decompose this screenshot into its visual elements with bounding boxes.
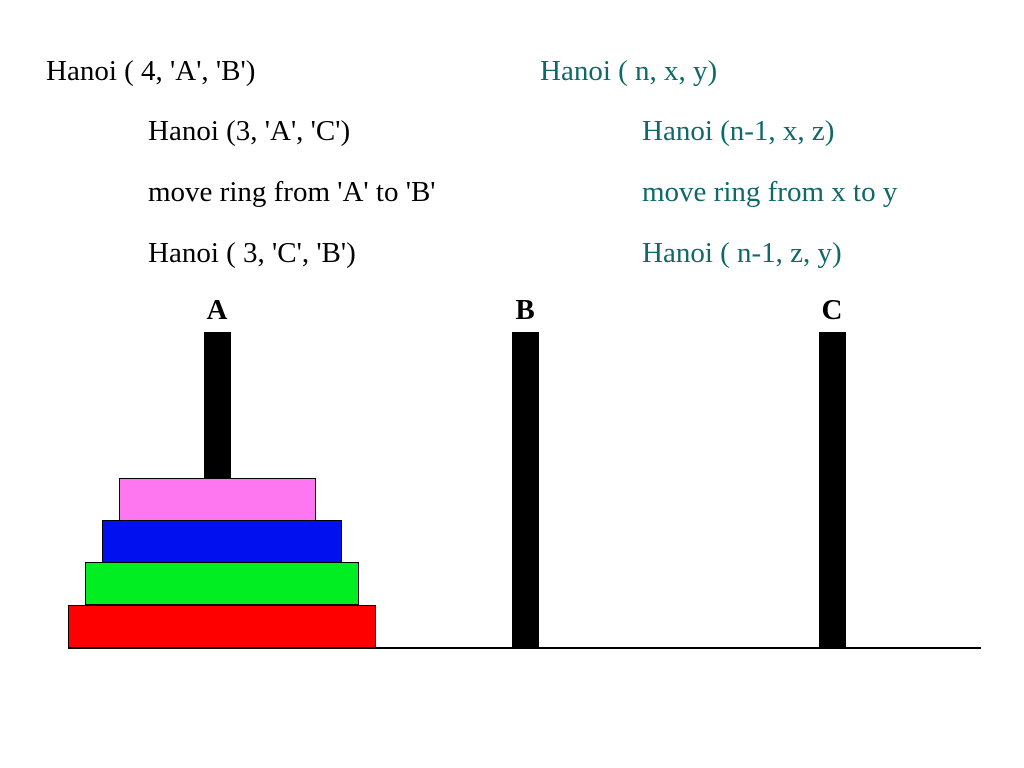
peg-label-a: A <box>206 294 228 326</box>
peg-b <box>512 332 539 648</box>
general-line-move: move ring from x to y <box>642 176 898 208</box>
general-line-call: Hanoi ( n, x, y) <box>540 55 718 87</box>
code-line-call: Hanoi ( 4, 'A', 'B') <box>46 55 256 87</box>
disk-4 <box>68 605 376 648</box>
base-line <box>68 647 981 649</box>
code-line-recurse-2: Hanoi ( 3, 'C', 'B') <box>148 237 356 269</box>
peg-label-c: C <box>821 294 843 326</box>
general-line-recurse-1: Hanoi (n-1, x, z) <box>642 115 835 147</box>
peg-c <box>819 332 846 648</box>
code-line-recurse-1: Hanoi (3, 'A', 'C') <box>148 115 351 147</box>
disk-3 <box>85 562 359 605</box>
general-line-recurse-2: Hanoi ( n-1, z, y) <box>642 237 842 269</box>
code-line-move: move ring from 'A' to 'B' <box>148 176 436 208</box>
peg-label-b: B <box>515 294 535 326</box>
disk-1 <box>119 478 316 521</box>
disk-2 <box>102 520 342 563</box>
